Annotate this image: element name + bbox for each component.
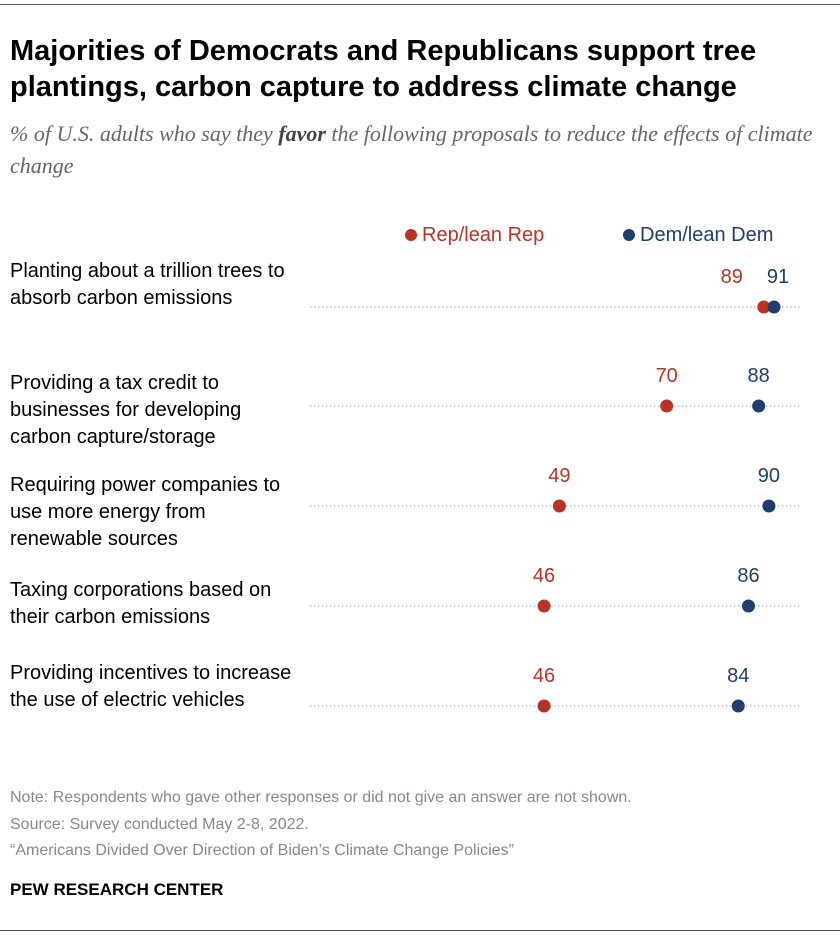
chart-title: Majorities of Democrats and Republicans …: [10, 35, 757, 103]
rep-dot: [537, 699, 551, 713]
rep-dot: [757, 300, 771, 314]
category-label: Taxing corporations based on their carbo…: [10, 579, 272, 628]
source: Source: Survey conducted May 2-8, 2022.: [10, 816, 309, 833]
rep-dot: [660, 399, 674, 413]
category-label: Requiring power companies to use more en…: [10, 474, 281, 550]
bottom-rule: [0, 930, 840, 931]
dem-value-label: 84: [727, 665, 749, 687]
legend-dem-label: Dem/lean Dem: [640, 224, 774, 246]
rep-value-label: 89: [721, 266, 743, 288]
rep-value-label: 46: [533, 665, 555, 687]
category-label: Planting about a trillion trees to absor…: [10, 260, 285, 309]
legend-rep-dot: [405, 229, 417, 241]
legend-rep: Rep/lean Rep: [405, 224, 544, 247]
rep-value-label: 70: [656, 365, 678, 387]
legend-dem: Dem/lean Dem: [623, 224, 773, 247]
subtitle-text: % of U.S. adults who say they: [10, 121, 279, 146]
dem-dot: [741, 599, 755, 613]
subtitle-emphasis: favor: [278, 121, 326, 146]
legend-dem-dot: [623, 229, 635, 241]
rep-dot: [537, 599, 551, 613]
dem-value-label: 88: [748, 365, 770, 387]
chart-subtitle: % of U.S. adults who say they favor the …: [10, 118, 830, 182]
category-label: Providing a tax credit to businesses for…: [10, 372, 242, 448]
legend-rep-label: Rep/lean Rep: [422, 224, 545, 246]
category-label: Providing incentives to increase the use…: [10, 662, 292, 711]
dem-dot: [752, 399, 766, 413]
top-rule: [0, 4, 840, 5]
dem-dot: [767, 300, 781, 314]
dem-value-label: 86: [737, 565, 759, 587]
note: Note: Respondents who gave other respons…: [10, 789, 632, 806]
report-title: “Americans Divided Over Direction of Bid…: [10, 842, 514, 859]
rep-value-label: 46: [533, 565, 555, 587]
dem-value-label: 91: [767, 266, 789, 288]
dem-value-label: 90: [758, 465, 780, 487]
dem-dot: [762, 499, 776, 513]
rep-dot: [552, 499, 566, 513]
rep-value-label: 49: [548, 465, 570, 487]
brand-logo-text: PEW RESEARCH CENTER: [10, 880, 224, 899]
subtitle-text-end: the following proposals to reduce the ef…: [10, 121, 813, 178]
dem-dot: [731, 699, 745, 713]
